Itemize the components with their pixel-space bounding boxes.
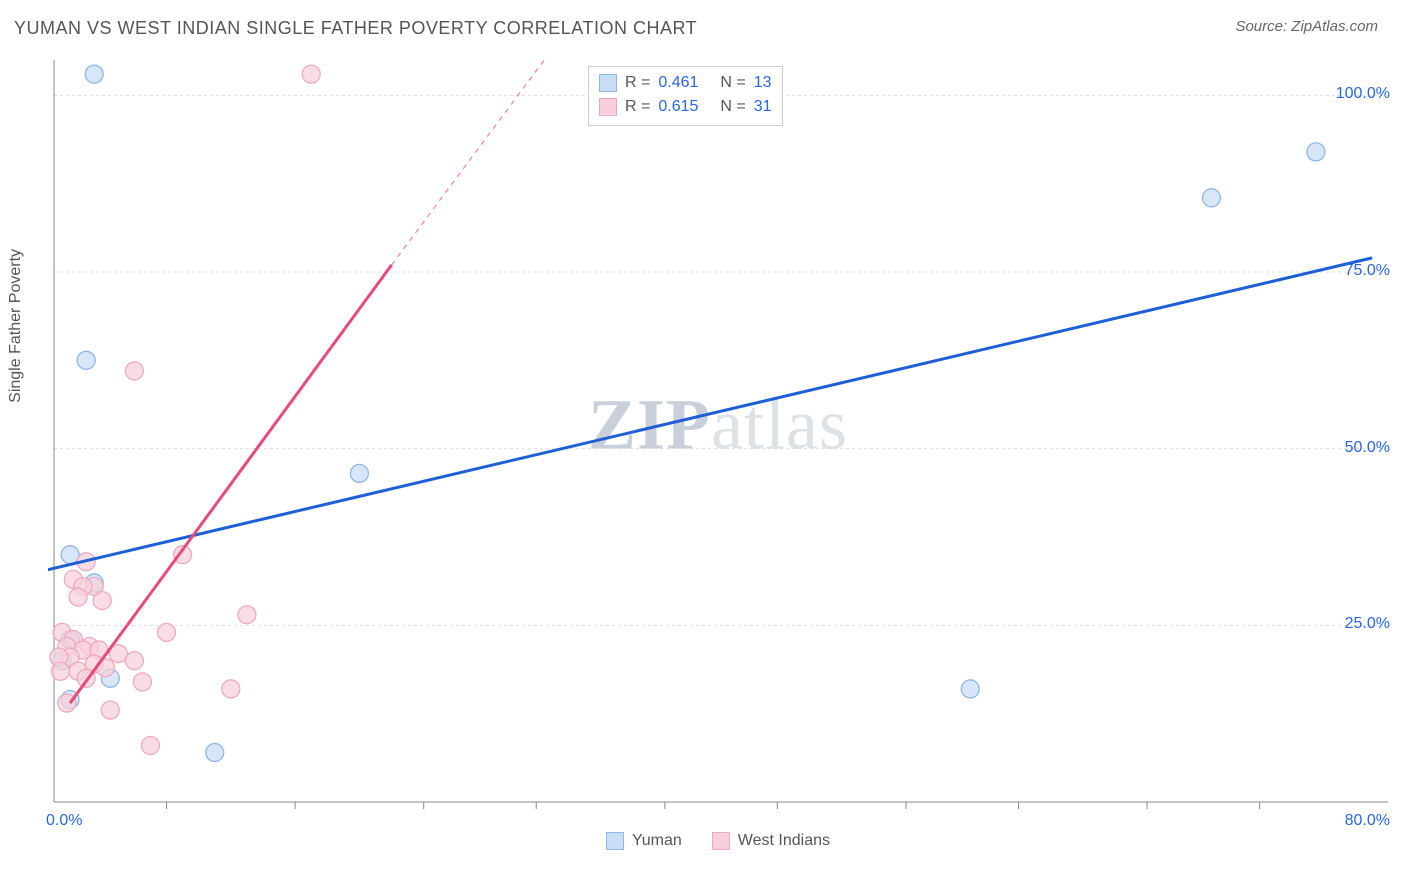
legend-item: Yuman — [606, 832, 682, 850]
x-tick-label: 80.0% — [1345, 812, 1390, 830]
data-point — [61, 546, 79, 564]
data-point — [77, 351, 95, 369]
y-tick-label: 50.0% — [1345, 439, 1390, 457]
data-point — [238, 606, 256, 624]
n-value: 13 — [754, 71, 772, 95]
data-point — [350, 464, 368, 482]
series-legend: Yuman West Indians — [48, 832, 1388, 850]
legend-swatch — [606, 832, 624, 850]
legend-swatch — [599, 98, 617, 116]
legend-swatch — [599, 74, 617, 92]
data-point — [85, 65, 103, 83]
chart-title: YUMAN VS WEST INDIAN SINGLE FATHER POVER… — [14, 18, 697, 39]
data-point — [961, 680, 979, 698]
n-label: N = — [720, 71, 745, 95]
r-label: R = — [625, 71, 650, 95]
trend-line — [70, 265, 392, 703]
legend-swatch — [712, 832, 730, 850]
y-tick-label: 25.0% — [1345, 615, 1390, 633]
data-point — [93, 592, 111, 610]
data-point — [69, 588, 87, 606]
source-label: Source: ZipAtlas.com — [1235, 18, 1378, 35]
r-value: 0.615 — [658, 95, 698, 119]
data-point — [141, 736, 159, 754]
legend-label: West Indians — [738, 832, 830, 850]
y-axis-label: Single Father Poverty — [7, 249, 25, 403]
data-point — [1307, 143, 1325, 161]
data-point — [125, 362, 143, 380]
correlation-row: R = 0.461 N = 13 — [599, 71, 772, 95]
data-point — [222, 680, 240, 698]
y-tick-label: 100.0% — [1336, 85, 1390, 103]
data-point — [1202, 189, 1220, 207]
correlation-row: R = 0.615 N = 31 — [599, 95, 772, 119]
data-point — [101, 701, 119, 719]
r-value: 0.461 — [658, 71, 698, 95]
x-tick-label: 0.0% — [46, 812, 82, 830]
data-point — [125, 652, 143, 670]
data-point — [158, 623, 176, 641]
chart-area: Single Father Poverty ZIPatlas R = 0.461… — [48, 60, 1388, 820]
legend-label: Yuman — [632, 832, 682, 850]
correlation-legend: R = 0.461 N = 13 R = 0.615 N = 31 — [588, 66, 783, 126]
y-tick-label: 75.0% — [1345, 262, 1390, 280]
legend-item: West Indians — [712, 832, 830, 850]
trend-line — [48, 258, 1372, 576]
r-label: R = — [625, 95, 650, 119]
data-point — [206, 744, 224, 762]
chart-header: YUMAN VS WEST INDIAN SINGLE FATHER POVER… — [0, 0, 1406, 39]
n-label: N = — [720, 95, 745, 119]
data-point — [133, 673, 151, 691]
scatter-plot — [48, 60, 1388, 820]
n-value: 31 — [754, 95, 772, 119]
data-point — [302, 65, 320, 83]
data-point — [51, 662, 69, 680]
trend-line-extension — [392, 60, 545, 265]
